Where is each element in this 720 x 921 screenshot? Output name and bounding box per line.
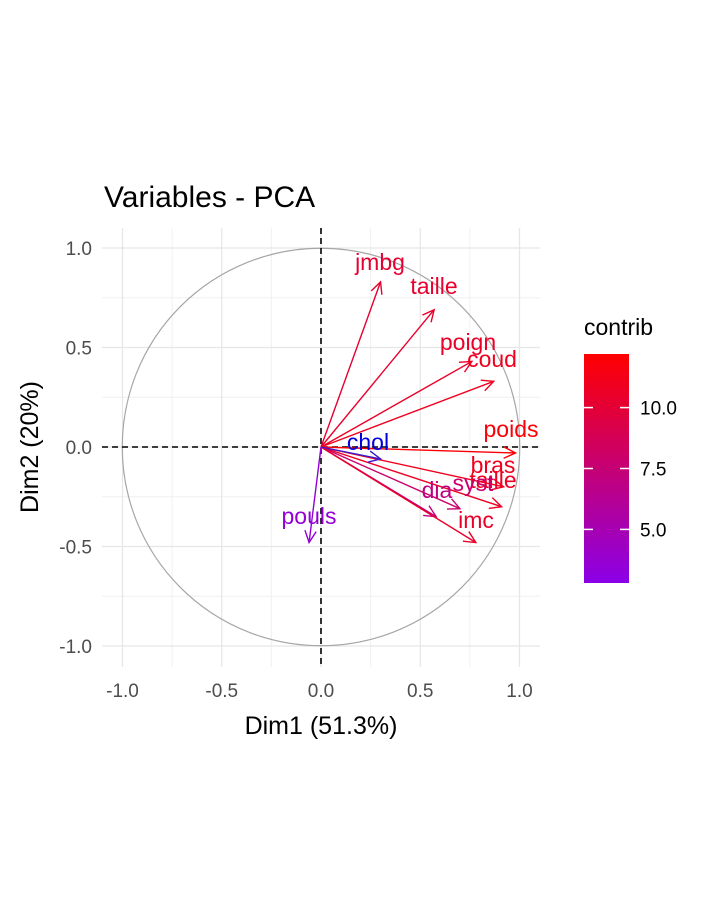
x-axis-ticks: -1.0 -0.5 0.0 0.5 1.0 — [106, 681, 533, 702]
label-coud: coud — [467, 346, 517, 372]
legend-tick-label: 10.0 — [640, 399, 677, 420]
arrowhead-imc — [462, 531, 478, 544]
y-tick-label: -0.5 — [59, 538, 92, 559]
arrow-coud — [320, 380, 494, 448]
label-taille: taille — [469, 467, 516, 493]
x-tick-label: 1.0 — [506, 681, 532, 702]
legend-tick-label: 5.0 — [640, 520, 666, 541]
arrow-pouls — [308, 446, 322, 543]
arrowhead-pouls — [304, 529, 317, 545]
label-poids: poids — [484, 416, 539, 442]
legend-ticks: 10.0 7.5 5.0 — [584, 399, 677, 541]
variable-arrows — [304, 280, 518, 545]
arrow-jmbg — [320, 281, 382, 448]
arrowhead-coud — [480, 379, 496, 392]
label-chol: chol — [347, 429, 389, 455]
contrib-legend: contrib 10.0 7.5 5.0 — [584, 314, 677, 583]
x-tick-label: 0.0 — [308, 681, 334, 702]
label-dia: dia — [422, 477, 453, 503]
arrowhead-dia — [423, 505, 438, 518]
x-axis-title: Dim1 (51.3%) — [245, 712, 398, 740]
arrow-taille — [320, 309, 435, 448]
arrowhead-taille — [422, 308, 436, 323]
label-bras: bras — [471, 452, 516, 478]
y-tick-label: 0.5 — [66, 339, 92, 360]
arrowhead-poids — [503, 446, 518, 459]
label-pouls: pouls — [282, 503, 337, 529]
chart-title: Variables - PCA — [104, 181, 315, 214]
arrow-poign — [320, 360, 473, 448]
arrowhead-syst — [446, 498, 462, 510]
legend-tick-label: 7.5 — [640, 460, 666, 481]
arrowhead-poign — [458, 360, 474, 373]
arrowhead-chol — [367, 450, 383, 463]
arrow-chol — [320, 446, 381, 460]
y-tick-label: -1.0 — [59, 637, 92, 658]
y-axis-title: Dim2 (20%) — [16, 381, 44, 513]
y-tick-label: 1.0 — [66, 239, 92, 260]
label-jmbg: jmbg — [354, 249, 405, 275]
zero-reference-lines — [102, 228, 540, 667]
x-tick-label: -1.0 — [106, 681, 139, 702]
y-axis-ticks: -1.0 -0.5 0.0 0.5 1.0 — [59, 239, 92, 658]
label-taille: taille — [410, 273, 457, 299]
arrowhead-bras — [490, 478, 506, 491]
label-syst: syst — [453, 470, 495, 496]
x-tick-label: 0.5 — [407, 681, 433, 702]
variable-labels: jmbgtaillepoigncoudpoidsbrastaillesystdi… — [282, 249, 539, 533]
label-poign: poign — [440, 329, 496, 355]
arrowhead-jmbg — [370, 280, 383, 295]
arrow-syst — [320, 446, 461, 510]
x-tick-label: -0.5 — [205, 681, 238, 702]
y-tick-label: 0.0 — [66, 438, 92, 459]
arrow-taille — [320, 446, 502, 508]
arrow-poids — [320, 446, 516, 454]
label-imc: imc — [458, 507, 494, 533]
arrowhead-taille — [488, 497, 504, 510]
legend-title: contrib — [584, 314, 653, 340]
arrow-imc — [320, 446, 477, 544]
